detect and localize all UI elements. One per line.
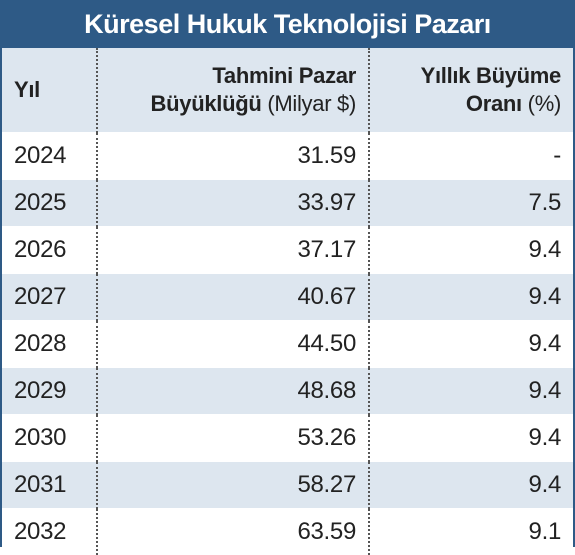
header-unit: (%) (528, 91, 561, 116)
table-cell: 53.26 (97, 415, 369, 462)
header-text: Büyüklüğü (151, 91, 262, 116)
table-cell: 9.4 (369, 274, 573, 321)
table-cell: 58.27 (97, 462, 369, 509)
table-cell: 2024 (2, 133, 97, 180)
table-cell: 9.4 (369, 415, 573, 462)
table-cell: 33.97 (97, 180, 369, 227)
header-cell: Yıl (2, 48, 97, 133)
market-table: Yıl Tahmini Pazar Büyüklüğü (Milyar $) Yı… (2, 48, 573, 555)
table-cell: 9.1 (369, 509, 573, 555)
table-cell: 9.4 (369, 227, 573, 274)
table-cell: 2032 (2, 509, 97, 555)
header-row: Yıl Tahmini Pazar Büyüklüğü (Milyar $) Yı… (2, 48, 573, 133)
header-cell: Tahmini Pazar Büyüklüğü (Milyar $) (97, 48, 369, 133)
table-cell: 7.5 (369, 180, 573, 227)
table-cell: 2028 (2, 321, 97, 368)
table-cell: 2027 (2, 274, 97, 321)
header-cell: Yıllık Büyüme Oranı (%) (369, 48, 573, 133)
table-cell: 9.4 (369, 462, 573, 509)
title: Küresel Hukuk Teknolojisi Pazarı (2, 0, 573, 48)
table-cell: 48.68 (97, 368, 369, 415)
table-cell: 2029 (2, 368, 97, 415)
table-cell: 9.4 (369, 368, 573, 415)
header-unit: (Milyar $) (267, 91, 356, 116)
table-cell: 63.59 (97, 509, 369, 555)
table-cell: 40.67 (97, 274, 369, 321)
table-cell: 2025 (2, 180, 97, 227)
table-cell: 2030 (2, 415, 97, 462)
table-cell: 9.4 (369, 321, 573, 368)
header-text: Yıl (14, 77, 40, 102)
table-cell: 44.50 (97, 321, 369, 368)
header-text: Tahmini Pazar (212, 63, 356, 88)
header-text: Yıllık Büyüme (421, 63, 561, 88)
table-cell: 37.17 (97, 227, 369, 274)
table-cell: 31.59 (97, 133, 369, 180)
table-cell: 2026 (2, 227, 97, 274)
table-cell: - (369, 133, 573, 180)
header-text: Oranı (466, 91, 522, 116)
table-cell: 2031 (2, 462, 97, 509)
